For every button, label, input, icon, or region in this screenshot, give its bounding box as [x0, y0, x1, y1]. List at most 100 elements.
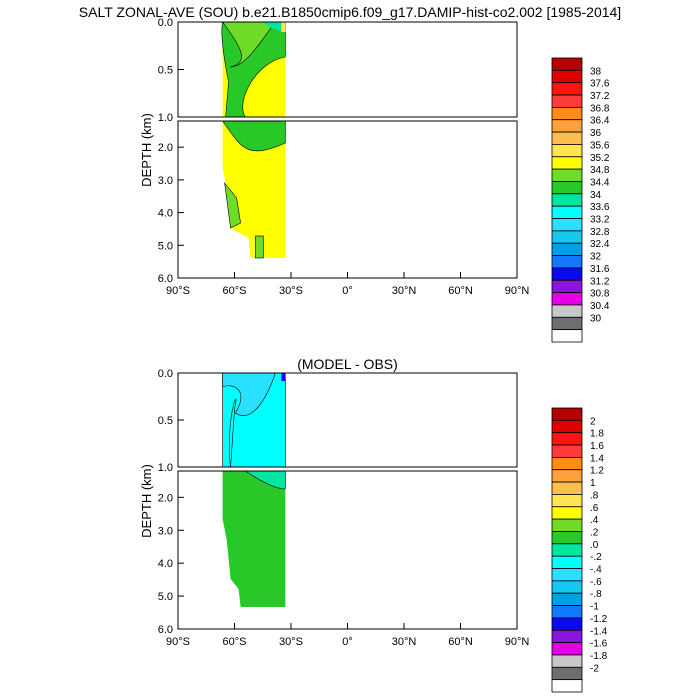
top-chart-title: SALT ZONAL-AVE (SOU) b.e21.B1850cmip6.f0…: [78, 4, 622, 20]
colorbar-swatch: [551, 568, 583, 582]
colorbar-label: 36.8: [590, 103, 610, 114]
colorbar-label: 30.8: [590, 289, 610, 300]
colorbar-swatch: [551, 69, 583, 84]
field-region: [244, 470, 286, 490]
x-tick-label: 0°: [342, 636, 353, 648]
colorbar-label: 31.2: [590, 276, 610, 287]
field-region: [222, 372, 276, 416]
colorbar-label: -1: [590, 602, 599, 613]
colorbar-label: 37.6: [590, 79, 610, 90]
colorbar-label: 35.6: [590, 140, 610, 151]
colorbar-label: -.8: [590, 589, 602, 600]
colorbar-label: 2: [590, 416, 596, 427]
colorbar-label: 1.6: [590, 441, 604, 452]
colorbar-label: -2: [590, 663, 599, 674]
colorbar-swatch: [551, 193, 583, 207]
colorbar-label: -.4: [590, 565, 602, 576]
colorbar-swatch: [551, 156, 583, 170]
x-tick-label: 60°N: [448, 285, 473, 297]
colorbar-swatch: [551, 444, 583, 458]
colorbar-label: 33.2: [590, 215, 610, 226]
colorbar-label: 36: [590, 128, 602, 139]
field-region: [255, 235, 264, 259]
colorbar-label: -1.6: [590, 639, 608, 650]
y-tick-label: 4.0: [158, 208, 173, 220]
y-tick-label: 0.0: [158, 17, 173, 29]
colorbar-label: -1.2: [590, 614, 608, 625]
y-tick-label: 3.0: [158, 525, 173, 537]
colorbar-label: 35.2: [590, 153, 610, 164]
colorbar-label: 34: [590, 190, 602, 201]
x-tick-label: 90°N: [505, 285, 530, 297]
x-tick-label: 30°S: [279, 636, 303, 648]
field-region: [281, 22, 286, 32]
colorbar-swatch: [551, 555, 583, 569]
colorbar-label: -1.8: [590, 651, 608, 662]
y-tick-label: 0.0: [158, 368, 173, 380]
salinity-panel: 0.0 0.5 1.0 2.0 3.0 4.0 5.0 6.090°S 60°S 30°S 0° 30…: [139, 17, 610, 343]
y-tick-label: 5.0: [158, 240, 173, 252]
colorbar-swatch: [551, 82, 583, 96]
colorbar: 3837.637.236.836.43635.635.234.834.43433…: [551, 57, 610, 343]
colorbar-swatch: [551, 605, 583, 619]
colorbar-label: 37.2: [590, 91, 610, 102]
colorbar-swatch: [551, 279, 583, 294]
colorbar-label: 1: [590, 478, 596, 489]
x-tick-label: 90°S: [166, 636, 190, 648]
colorbar-swatch: [551, 469, 583, 483]
colorbar-label: 1.2: [590, 466, 604, 477]
colorbar-swatch: [551, 57, 583, 71]
colorbar-label: 32.8: [590, 227, 610, 238]
colorbar: 21.81.61.41.21.8.6.4.2.0-.2-.4-.6-.8-1-1…: [551, 407, 608, 693]
y-tick-label: 1.0: [158, 112, 173, 124]
colorbar-label: 30.4: [590, 301, 610, 312]
colorbar-swatch: [551, 494, 583, 508]
colorbar-swatch: [551, 168, 583, 182]
colorbar-swatch: [551, 518, 583, 532]
colorbar-label: .8: [590, 490, 599, 501]
x-tick-label: 30°S: [279, 285, 303, 297]
x-tick-label: 60°S: [223, 636, 247, 648]
y-axis-label: DEPTH (km): [139, 464, 154, 538]
y-axis-label: DEPTH (km): [139, 113, 154, 187]
colorbar-label: 32: [590, 252, 602, 263]
colorbar-swatch: [551, 242, 583, 256]
colorbar-swatch: [551, 131, 583, 145]
colorbar-swatch: [551, 316, 583, 331]
colorbar-swatch: [551, 543, 583, 557]
colorbar-label: 32.4: [590, 239, 610, 250]
colorbar-swatch: [551, 456, 583, 471]
colorbar-swatch: [551, 255, 583, 269]
colorbar-label: -.2: [590, 552, 602, 563]
colorbar-swatch: [551, 580, 583, 594]
colorbar-swatch: [551, 531, 583, 545]
colorbar-swatch: [551, 218, 583, 232]
colorbar-swatch: [551, 419, 583, 434]
x-tick-label: 0°: [342, 285, 353, 297]
colorbar-swatch: [551, 230, 583, 244]
colorbar-swatch: [551, 642, 583, 656]
colorbar-swatch: [551, 432, 583, 446]
colorbar-swatch: [551, 292, 583, 306]
y-tick-label: 6.0: [158, 624, 173, 636]
colorbar-label: -1.4: [590, 626, 608, 637]
colorbar-label: 1.8: [590, 429, 604, 440]
colorbar-label: 34.4: [590, 177, 610, 188]
colorbar-label: 36.4: [590, 116, 610, 127]
colorbar-label: 30: [590, 313, 602, 324]
colorbar-swatch: [551, 144, 583, 158]
x-tick-label: 90°S: [166, 285, 190, 297]
colorbar-label: 38: [590, 66, 602, 77]
colorbar-swatch: [551, 119, 583, 133]
colorbar-swatch: [551, 304, 583, 318]
field-region: [263, 22, 286, 32]
colorbar-swatch: [551, 629, 583, 644]
y-tick-label: 1.0: [158, 462, 173, 474]
field-fills: [221, 21, 286, 259]
field-region: [224, 181, 241, 229]
y-tick-label: 4.0: [158, 558, 173, 570]
bottom-chart-title: (MODEL - OBS): [297, 356, 398, 372]
x-tick-label: 30°N: [392, 285, 417, 297]
colorbar-swatch: [551, 679, 583, 693]
